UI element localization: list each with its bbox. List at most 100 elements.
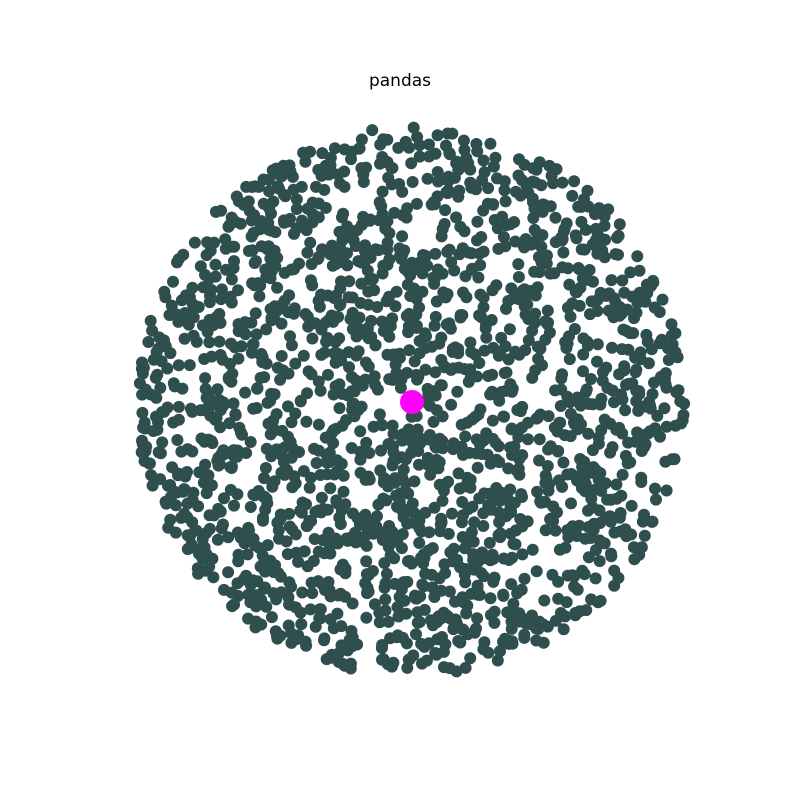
neighbor-point: [471, 145, 484, 158]
neighbor-point: [380, 533, 392, 546]
neighbor-point: [322, 526, 335, 539]
neighbor-point: [229, 409, 242, 422]
neighbor-point: [381, 236, 394, 249]
neighbor-point: [207, 319, 220, 332]
neighbor-point: [531, 485, 544, 498]
neighbor-point: [527, 212, 540, 224]
neighbor-point: [580, 604, 593, 617]
neighbor-point: [369, 243, 382, 256]
neighbor-point: [410, 628, 422, 641]
neighbor-point: [582, 427, 595, 440]
neighbor-point: [373, 616, 386, 629]
neighbor-point: [266, 480, 279, 493]
neighbor-point: [368, 370, 381, 383]
neighbor-point: [458, 225, 471, 238]
neighbor-point: [511, 404, 524, 416]
neighbor-point: [622, 343, 635, 356]
neighbor-point: [522, 416, 534, 429]
neighbor-point: [172, 400, 185, 413]
neighbor-point: [145, 469, 158, 482]
neighbor-point: [333, 402, 346, 415]
neighbor-point: [341, 644, 354, 657]
neighbor-point: [346, 597, 359, 610]
neighbor-point: [179, 484, 192, 496]
neighbor-point: [304, 603, 317, 616]
neighbor-point: [610, 492, 623, 505]
neighbor-point: [583, 264, 596, 276]
neighbor-point: [250, 589, 263, 602]
neighbor-point: [624, 456, 637, 469]
neighbor-point: [295, 618, 308, 631]
neighbor-point: [480, 427, 493, 440]
neighbor-point: [270, 408, 283, 421]
neighbor-point: [278, 266, 291, 279]
neighbor-point: [436, 267, 449, 280]
neighbor-point: [505, 622, 518, 635]
neighbor-point: [419, 327, 432, 340]
neighbor-point: [421, 382, 434, 395]
neighbor-point: [346, 323, 359, 336]
neighbor-point: [181, 291, 194, 304]
neighbor-point: [649, 482, 661, 495]
neighbor-point: [312, 251, 325, 263]
neighbor-point: [490, 453, 503, 466]
neighbor-point: [277, 456, 290, 468]
neighbor-point: [228, 255, 240, 268]
neighbor-point: [581, 273, 594, 286]
neighbor-point: [330, 289, 343, 302]
neighbor-point: [312, 418, 325, 431]
neighbor-point: [178, 332, 191, 345]
neighbor-point: [482, 370, 495, 382]
neighbor-point: [167, 377, 180, 390]
neighbor-point: [360, 568, 373, 581]
neighbor-point: [531, 340, 544, 353]
neighbor-point: [304, 471, 317, 484]
neighbor-point: [359, 373, 372, 386]
neighbor-point: [471, 234, 483, 247]
neighbor-point: [601, 493, 614, 506]
neighbor-point: [446, 507, 458, 520]
neighbor-point: [660, 484, 673, 497]
neighbor-point: [509, 345, 522, 358]
neighbor-point: [608, 526, 621, 539]
neighbor-point: [212, 459, 225, 472]
neighbor-point: [371, 301, 384, 313]
neighbor-point: [411, 616, 424, 629]
neighbor-point: [224, 483, 237, 496]
neighbor-point: [459, 480, 472, 493]
neighbor-point: [200, 548, 213, 561]
neighbor-point: [285, 580, 298, 593]
neighbor-point: [458, 596, 471, 609]
neighbor-point: [386, 312, 399, 325]
neighbor-point: [346, 507, 359, 520]
neighbor-point: [549, 614, 562, 627]
neighbor-point: [585, 373, 597, 385]
neighbor-point: [281, 548, 294, 561]
neighbor-point: [542, 484, 555, 497]
neighbor-point: [500, 366, 513, 379]
neighbor-point: [177, 248, 190, 261]
neighbor-point: [312, 375, 325, 388]
neighbor-point: [232, 548, 245, 561]
neighbor-point: [533, 454, 546, 467]
neighbor-point: [304, 236, 317, 249]
neighbor-point: [225, 337, 237, 350]
neighbor-point: [534, 495, 547, 508]
neighbor-point: [528, 265, 541, 278]
neighbor-point: [275, 317, 288, 330]
neighbor-point: [447, 542, 460, 555]
neighbor-point: [176, 382, 189, 395]
neighbor-point: [568, 323, 581, 335]
neighbor-point: [599, 511, 612, 524]
neighbor-point: [516, 174, 529, 187]
neighbor-point: [472, 271, 485, 284]
neighbor-point: [343, 361, 355, 374]
neighbor-point: [324, 613, 337, 626]
neighbor-point: [526, 324, 539, 337]
neighbor-point: [269, 260, 282, 273]
neighbor-point: [557, 246, 570, 259]
neighbor-point: [336, 387, 349, 400]
neighbor-point: [423, 399, 436, 412]
neighbor-point: [354, 425, 367, 438]
